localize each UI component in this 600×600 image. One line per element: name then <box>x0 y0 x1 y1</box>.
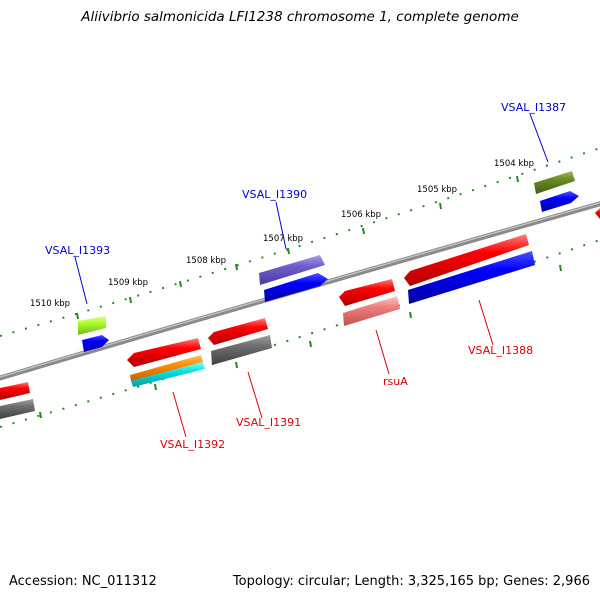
cds-feature-red[interactable] <box>404 234 529 286</box>
genome-summary-text: Topology: circular; Length: 3,325,165 bp… <box>232 574 590 589</box>
cds-feature-blue[interactable] <box>82 335 109 352</box>
tick-label-1505: 1505 kbp <box>417 185 457 195</box>
tick-label-1506: 1506 kbp <box>341 210 381 220</box>
label-leader-lines <box>74 113 549 438</box>
gene-feature-pink[interactable] <box>343 296 400 326</box>
cds-feature-red[interactable] <box>127 338 201 367</box>
major-ticks <box>39 175 562 419</box>
gene-feature-purple[interactable] <box>259 255 325 285</box>
chromosome-backbone-highlight <box>0 202 600 378</box>
forward-features <box>78 171 600 352</box>
tick-label-1508: 1508 kbp <box>186 256 226 266</box>
cds-feature-blue[interactable] <box>408 251 535 304</box>
cds-feature-red[interactable] <box>595 208 600 219</box>
gene-feature-cyan[interactable] <box>131 362 205 387</box>
cds-feature-red[interactable] <box>0 382 30 400</box>
tick-label-1504: 1504 kbp <box>494 159 534 169</box>
gene-label-vsal-i1391[interactable]: VSAL_I1391 <box>236 416 301 429</box>
gene-label-rsua[interactable]: rsuA <box>383 375 408 388</box>
cds-feature-red[interactable] <box>339 279 395 306</box>
cds-feature-blue[interactable] <box>540 191 579 212</box>
cds-feature-red[interactable] <box>208 318 268 345</box>
gene-label-vsal-i1392[interactable]: VSAL_I1392 <box>160 438 225 451</box>
map-title: Aliivibrio salmonicida LFI1238 chromosom… <box>81 9 519 25</box>
gene-feature-gray[interactable] <box>211 335 272 365</box>
tick-label-1507: 1507 kbp <box>263 234 303 244</box>
reverse-features <box>0 234 535 419</box>
tick-label-1509: 1509 kbp <box>108 278 148 288</box>
chromosome-backbone <box>0 201 600 381</box>
gene-feature-orange[interactable] <box>130 355 203 381</box>
gene-feature-olive[interactable] <box>534 171 575 194</box>
outer-tick-ring <box>0 147 600 337</box>
gene-feature-lime[interactable] <box>78 316 106 335</box>
tick-label-1510: 1510 kbp <box>30 299 70 309</box>
gene-label-vsal-i1393[interactable]: VSAL_I1393 <box>45 244 110 257</box>
gene-label-vsal-i1388[interactable]: VSAL_I1388 <box>468 344 533 357</box>
inner-tick-ring <box>0 239 600 428</box>
gene-label-vsal-i1387[interactable]: VSAL_I1387 <box>501 101 566 114</box>
accession-text: Accession: NC_011312 <box>9 574 157 589</box>
gene-label-vsal-i1390[interactable]: VSAL_I1390 <box>242 188 307 201</box>
cds-feature-blue[interactable] <box>264 273 328 302</box>
gene-feature-gray[interactable] <box>0 399 35 419</box>
